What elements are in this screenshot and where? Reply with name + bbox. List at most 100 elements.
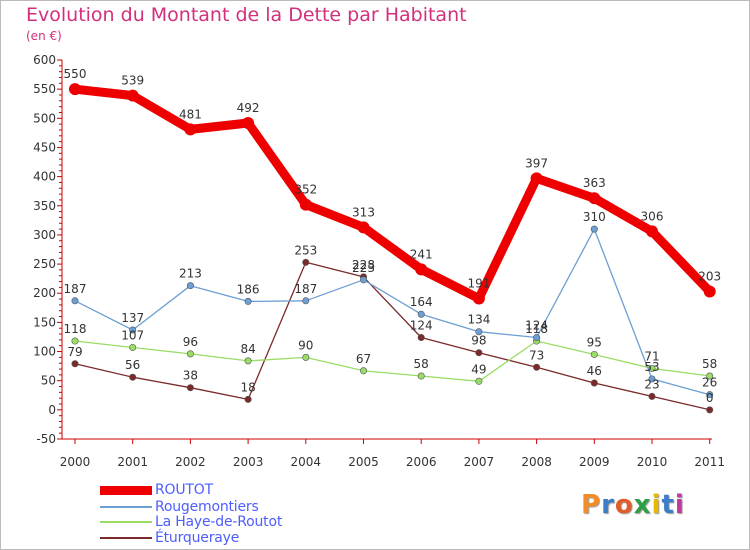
x-tick-label: 2000 bbox=[60, 455, 91, 469]
data-point-turqueraye bbox=[417, 334, 425, 342]
data-point-routot bbox=[415, 263, 428, 276]
data-label-la-haye-de-routot: 118 bbox=[525, 322, 548, 336]
legend-item-eturqueraye: Éturqueraye bbox=[100, 530, 239, 546]
data-label-la-haye-de-routot: 96 bbox=[183, 335, 198, 349]
data-label-rougemontiers: 186 bbox=[237, 282, 260, 296]
data-point-turqueraye bbox=[244, 395, 252, 403]
legend-item-routot: ROUTOT bbox=[100, 482, 213, 498]
y-tick-label: 250 bbox=[33, 257, 56, 271]
data-label-rougemontiers: 187 bbox=[294, 282, 317, 296]
logo-letter: r bbox=[601, 490, 615, 520]
data-label-turqueraye: 98 bbox=[471, 334, 486, 348]
logo-letter: i bbox=[674, 490, 685, 520]
data-label-la-haye-de-routot: 118 bbox=[64, 322, 87, 336]
logo-letter: o bbox=[614, 490, 634, 520]
data-label-la-haye-de-routot: 84 bbox=[240, 342, 255, 356]
data-label-rougemontiers: 134 bbox=[467, 313, 490, 327]
data-point-routot bbox=[357, 221, 370, 234]
data-label-routot: 550 bbox=[64, 67, 87, 81]
y-tick-label: 0 bbox=[48, 403, 56, 417]
legend-item-rougemontiers: Rougemontiers bbox=[100, 499, 259, 515]
legend-swatch-routot bbox=[100, 485, 152, 495]
data-point-rougemontiers bbox=[359, 276, 367, 284]
series-line-routot bbox=[70, 84, 715, 303]
data-label-rougemontiers: 223 bbox=[352, 261, 375, 275]
y-tick-label: 550 bbox=[33, 82, 56, 96]
x-tick-label: 2009 bbox=[579, 455, 610, 469]
data-point-la-haye-de-routot bbox=[71, 337, 79, 345]
data-point-turqueraye bbox=[648, 392, 656, 400]
legend-swatch-la-haye-de-routot bbox=[100, 521, 152, 523]
x-tick-label: 2006 bbox=[406, 455, 437, 469]
x-tick-label: 2001 bbox=[117, 455, 148, 469]
data-point-la-haye-de-routot bbox=[186, 350, 194, 358]
legend-label: La Haye-de-Routot bbox=[155, 514, 283, 530]
data-point-turqueraye bbox=[186, 384, 194, 392]
data-label-rougemontiers: 137 bbox=[121, 311, 144, 325]
data-point-la-haye-de-routot bbox=[302, 353, 310, 361]
data-label-rougemontiers: 187 bbox=[64, 282, 87, 296]
y-tick-label: 300 bbox=[33, 228, 56, 242]
data-label-turqueraye: 38 bbox=[183, 369, 198, 383]
data-label-rougemontiers: 124 bbox=[525, 319, 548, 333]
legend-label: Éturqueraye bbox=[155, 530, 240, 546]
logo-letter: t bbox=[661, 490, 675, 520]
data-label-rougemontiers: 164 bbox=[410, 295, 433, 309]
data-point-routot bbox=[299, 198, 312, 211]
data-point-rougemontiers bbox=[533, 334, 541, 342]
y-tick-label: 450 bbox=[33, 140, 56, 154]
x-tick-label: 2007 bbox=[464, 455, 495, 469]
proxiti-logo: Proxiti bbox=[581, 490, 685, 520]
data-point-la-haye-de-routot bbox=[706, 372, 714, 380]
data-point-la-haye-de-routot bbox=[590, 350, 598, 358]
data-point-turqueraye bbox=[71, 360, 79, 368]
data-label-la-haye-de-routot: 58 bbox=[702, 357, 717, 371]
chart-subtitle: (en €) bbox=[26, 29, 62, 43]
data-point-rougemontiers bbox=[706, 391, 714, 399]
data-point-la-haye-de-routot bbox=[648, 364, 656, 372]
data-point-la-haye-de-routot bbox=[417, 372, 425, 380]
data-label-turqueraye: 79 bbox=[67, 345, 82, 359]
data-label-turqueraye: 228 bbox=[352, 258, 375, 272]
data-point-rougemontiers bbox=[417, 310, 425, 318]
data-point-routot bbox=[646, 225, 658, 238]
data-point-rougemontiers bbox=[475, 328, 483, 336]
y-tick-label: -50 bbox=[36, 432, 56, 446]
data-point-routot bbox=[126, 89, 139, 102]
x-tick-label: 2003 bbox=[233, 455, 264, 469]
x-tick-label: 2011 bbox=[694, 455, 725, 469]
x-tick-label: 2008 bbox=[521, 455, 552, 469]
data-point-turqueraye bbox=[533, 363, 541, 371]
logo-letter: x bbox=[633, 490, 652, 520]
data-point-la-haye-de-routot bbox=[475, 377, 483, 385]
data-label-routot: 191 bbox=[467, 276, 490, 290]
data-point-rougemontiers bbox=[129, 326, 137, 334]
y-tick-label: 200 bbox=[33, 286, 56, 300]
series-line-turqueraye bbox=[74, 261, 711, 411]
data-point-rougemontiers bbox=[302, 297, 310, 305]
data-point-routot bbox=[242, 116, 255, 129]
y-tick-label: 100 bbox=[33, 345, 56, 359]
data-label-rougemontiers: 213 bbox=[179, 267, 202, 281]
y-tick-label: 600 bbox=[33, 53, 56, 67]
data-point-turqueraye bbox=[302, 258, 310, 266]
data-point-turqueraye bbox=[706, 406, 714, 414]
data-label-turqueraye: 18 bbox=[240, 380, 255, 394]
data-point-rougemontiers bbox=[648, 375, 656, 383]
series-line-rougemontiers bbox=[74, 228, 711, 396]
data-label-la-haye-de-routot: 71 bbox=[644, 349, 659, 363]
legend-item-la-haye-de-routot: La Haye-de-Routot bbox=[100, 514, 282, 530]
data-label-routot: 241 bbox=[410, 247, 433, 261]
data-label-routot: 397 bbox=[525, 156, 548, 170]
y-tick-label: 500 bbox=[33, 111, 56, 125]
data-point-routot bbox=[69, 83, 81, 96]
data-label-turqueraye: 56 bbox=[125, 358, 140, 372]
data-label-routot: 352 bbox=[294, 183, 317, 197]
data-label-turqueraye: 73 bbox=[529, 348, 544, 362]
data-label-turqueraye: 253 bbox=[294, 243, 317, 257]
data-point-rougemontiers bbox=[244, 297, 252, 305]
y-tick-label: 150 bbox=[33, 315, 56, 329]
data-point-turqueraye bbox=[590, 379, 598, 387]
data-label-routot: 203 bbox=[698, 269, 721, 283]
data-label-la-haye-de-routot: 49 bbox=[471, 362, 486, 376]
